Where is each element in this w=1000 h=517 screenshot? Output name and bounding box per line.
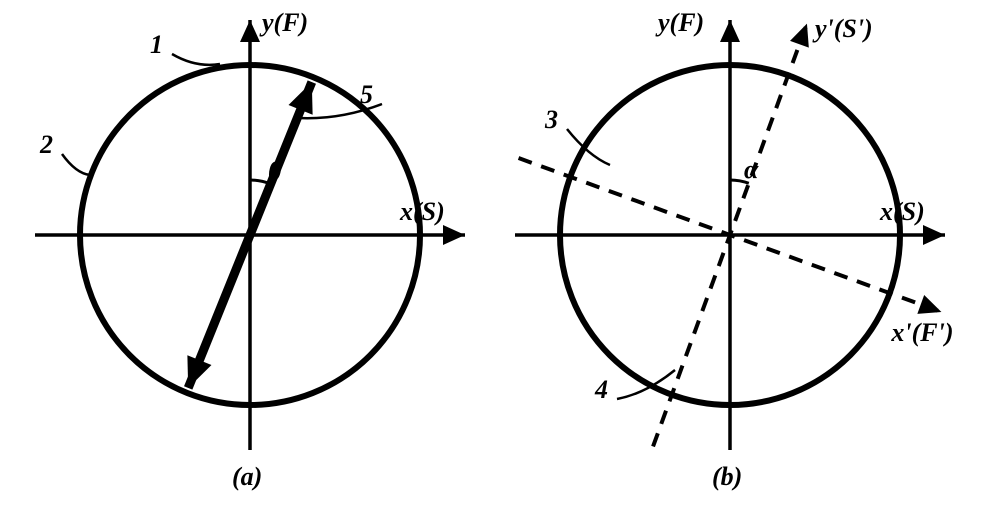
panel-b-xprime-label: x'(F'): [891, 318, 953, 348]
callout-2: 2: [40, 130, 53, 160]
callout-3: 3: [545, 105, 558, 135]
panel-b-sublabel: (b): [712, 462, 742, 492]
panel-a-x-label: x(S): [400, 197, 445, 227]
panel-a-sublabel: (a): [232, 462, 262, 492]
callout-5: 5: [360, 80, 373, 110]
panel-a-y-label: y(F): [262, 8, 308, 38]
diagram-svg: [0, 0, 1000, 517]
panel-a-angle-label: θ: [268, 157, 282, 187]
panel-b-x-label: x(S): [880, 197, 925, 227]
panel-b-y-label: y(F): [658, 8, 704, 38]
callout-1: 1: [150, 30, 163, 60]
diagram-canvas: x(S) y(F) θ (a) 1 2 5 x(S) y(F) y'(S') x'(F') α (b) 3…: [0, 0, 1000, 517]
panel-b-angle-label: α: [744, 155, 758, 185]
panel-b-yprime-label: y'(S'): [815, 14, 873, 44]
callout-4: 4: [595, 375, 608, 405]
